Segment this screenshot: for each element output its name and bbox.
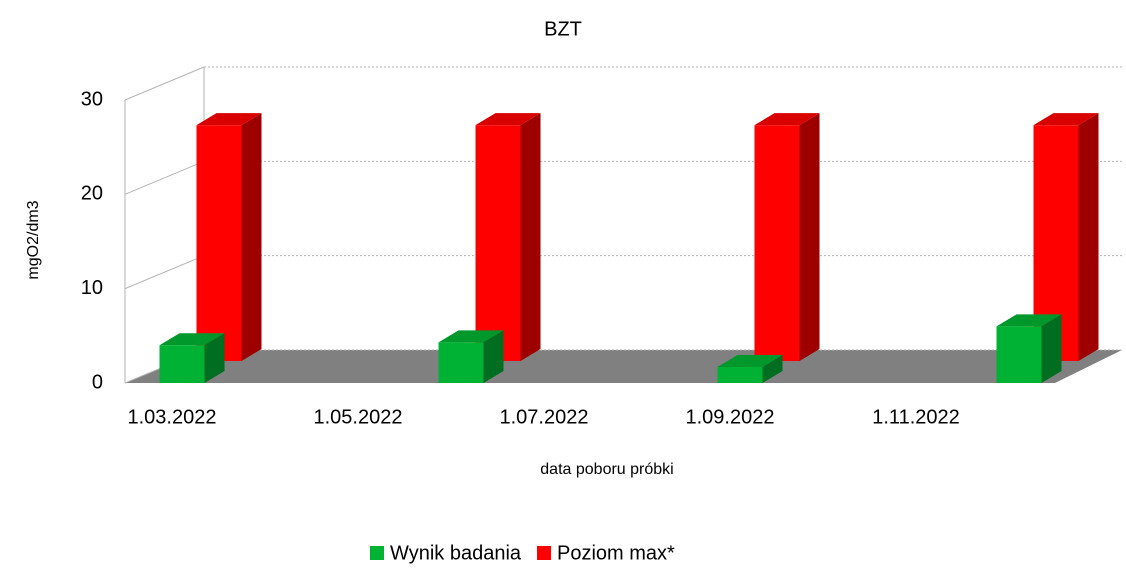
chart-title: BZT [544, 18, 582, 40]
bar-front [196, 125, 242, 362]
bar-side [1041, 314, 1062, 383]
legend-label: Wynik badania [390, 542, 522, 564]
legend-swatch [537, 546, 552, 560]
grid-line [124, 255, 1122, 290]
bar-top [996, 314, 1062, 327]
grid-line [124, 66, 1122, 101]
bar-side [204, 333, 225, 383]
bar [717, 354, 783, 383]
bar-top [159, 333, 225, 346]
bar-top [475, 113, 541, 126]
bar-front [754, 125, 800, 362]
bar-side [483, 330, 504, 383]
bar-top [196, 113, 262, 126]
grid-diagonal [124, 255, 205, 290]
bar-front [717, 366, 763, 383]
bar-front [996, 326, 1042, 383]
x-axis-label: data poboru próbki [540, 461, 673, 478]
y-tick-label: 20 [81, 183, 103, 205]
bar-top [1033, 113, 1099, 126]
bar-side [762, 354, 783, 383]
floor [125, 350, 1122, 383]
y-tick-label: 30 [81, 88, 103, 110]
bar-top [438, 330, 504, 343]
x-tick-label: 1.11.2022 [872, 406, 960, 428]
bar-front [159, 345, 205, 383]
x-tick-label: 1.09.2022 [686, 406, 775, 428]
legend-label: Poziom max* [557, 542, 675, 564]
bar-top [717, 354, 783, 367]
bar [159, 333, 225, 383]
bar-side [1078, 113, 1099, 362]
bar-top [754, 113, 820, 126]
bar [475, 113, 541, 362]
bar [196, 113, 262, 362]
legend-swatch [370, 546, 384, 560]
y-tick-label: 0 [92, 371, 103, 393]
y-axis-label: mgO2/dm3 [25, 200, 42, 279]
bar-front [475, 125, 521, 362]
grid-diagonal [124, 66, 205, 101]
bar [996, 314, 1062, 383]
bar-front [438, 342, 484, 383]
x-tick-label: 1.05.2022 [314, 406, 403, 428]
grid-diagonal [124, 160, 205, 195]
bar-side [520, 113, 541, 362]
y-tick-label: 10 [81, 277, 103, 299]
x-tick-label: 1.07.2022 [500, 406, 589, 428]
grid-line [124, 160, 1122, 195]
bar-side [241, 113, 262, 362]
bar [438, 330, 504, 383]
bar [754, 113, 820, 362]
bar-side [799, 113, 820, 362]
x-tick-label: 1.03.2022 [128, 406, 217, 428]
